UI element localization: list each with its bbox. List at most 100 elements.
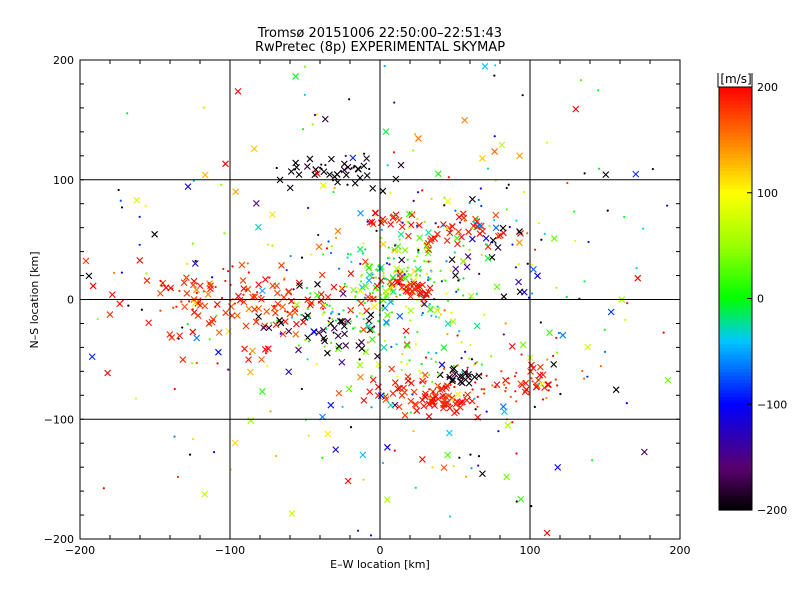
scatter-point-dot: [315, 363, 318, 366]
scatter-point-dot: [214, 305, 217, 309]
scatter-point-cross: [364, 293, 372, 301]
scatter-point-cross: [319, 302, 327, 309]
scatter-point-cross: [413, 283, 421, 291]
scatter-point-dot: [418, 274, 422, 277]
colorbar-band: [719, 467, 752, 472]
scatter-point-dot: [406, 363, 409, 366]
scatter-point-dot: [173, 435, 176, 438]
scatter-point-cross: [360, 326, 367, 334]
scatter-point-dot: [359, 330, 362, 333]
scatter-point-cross: [379, 215, 387, 223]
scatter-point-dot: [324, 163, 327, 167]
scatter-point-dot: [474, 381, 477, 384]
scatter-point-cross: [455, 228, 462, 236]
scatter-point-cross: [357, 209, 364, 217]
scatter-point-dot: [321, 456, 324, 459]
colorbar-band: [719, 171, 752, 176]
scatter-point-dot: [181, 326, 184, 329]
scatter-point-dot: [222, 267, 225, 271]
colorbar-band: [719, 326, 752, 331]
scatter-point-cross: [369, 376, 377, 384]
scatter-point-cross: [388, 365, 396, 373]
scatter-point-cross: [370, 303, 378, 311]
scatter-point-dot: [470, 226, 473, 230]
scatter-point-dot: [220, 183, 223, 186]
colorbar-band: [719, 502, 752, 508]
scatter-point-dot: [474, 408, 477, 411]
scatter-point-cross: [292, 73, 299, 80]
colorbar-band: [719, 266, 752, 271]
scatter-point-dot: [317, 233, 320, 237]
scatter-point-dot: [417, 249, 420, 252]
scatter-point-dot: [371, 273, 374, 276]
scatter-point-cross: [368, 336, 376, 343]
scatter-point-dot: [117, 188, 120, 192]
scatter-point-cross: [373, 282, 381, 290]
scatter-point-dot: [406, 258, 409, 261]
scatter-point-cross: [274, 289, 281, 297]
scatter-point-cross: [287, 168, 295, 175]
scatter-point-cross: [495, 232, 502, 240]
colorbar-band: [719, 309, 752, 314]
colorbar-band: [719, 122, 752, 127]
scatter-point-dot: [264, 352, 268, 355]
scatter-point-cross: [545, 381, 553, 389]
scatter-point-dot: [458, 329, 461, 333]
scatter-point-cross: [456, 403, 464, 411]
scatter-point-dot: [285, 268, 288, 272]
scatter-point-cross: [482, 234, 490, 242]
scatter-point-cross: [413, 407, 421, 415]
scatter-point-dot: [363, 296, 367, 299]
scatter-point-cross: [235, 292, 242, 300]
scatter-point-dot: [377, 320, 380, 323]
scatter-point-dot: [413, 259, 416, 262]
scatter-point-dot: [349, 253, 352, 256]
scatter-point-dot: [486, 167, 490, 170]
scatter-point-dot: [421, 311, 424, 315]
scatter-point-dot: [350, 320, 353, 323]
scatter-point-cross: [285, 368, 293, 376]
scatter-point-cross: [427, 237, 434, 245]
scatter-point-cross: [404, 232, 412, 240]
colorbar-band: [719, 443, 752, 448]
scatter-point-dot: [331, 307, 334, 310]
scatter-point-cross: [428, 235, 435, 243]
scatter-point-cross: [362, 282, 369, 290]
scatter-point-cross: [402, 327, 410, 335]
scatter-point-dot: [408, 226, 411, 229]
scatter-point-cross: [292, 159, 300, 167]
scatter-point-dot: [245, 288, 248, 292]
scatter-point-cross: [465, 370, 473, 378]
x-tick-label: 0: [377, 544, 384, 557]
scatter-point-cross: [296, 282, 303, 290]
colorbar-band: [719, 354, 752, 360]
scatter-point-dot: [591, 459, 594, 462]
scatter-point-dot: [416, 191, 420, 194]
scatter-point-dot: [546, 358, 549, 361]
scatter-point-dot: [300, 256, 304, 259]
scatter-point-cross: [324, 349, 331, 357]
scatter-point-dot: [458, 456, 461, 459]
scatter-point-dot: [303, 93, 306, 96]
scatter-point-dot: [433, 281, 436, 284]
scatter-point-dot: [370, 374, 373, 378]
scatter-point-cross: [397, 230, 405, 238]
scatter-point-dot: [428, 388, 431, 391]
scatter-point-dot: [413, 132, 417, 136]
scatter-point-cross: [463, 396, 471, 404]
scatter-point-cross: [471, 215, 479, 223]
scatter-point-cross: [342, 342, 350, 349]
scatter-point-cross: [384, 311, 391, 319]
scatter-point-dot: [493, 74, 496, 77]
scatter-point-dot: [423, 260, 426, 263]
scatter-point-cross: [407, 397, 415, 405]
scatter-point-cross: [481, 62, 489, 70]
scatter-point-dot: [120, 271, 124, 274]
scatter-point-dot: [138, 215, 141, 218]
scatter-point-cross: [394, 385, 402, 393]
scatter-point-dot: [328, 317, 331, 320]
scatter-point-dot: [317, 300, 321, 304]
scatter-point-dot: [537, 221, 541, 225]
scatter-point-dot: [581, 369, 584, 373]
scatter-point-dot: [416, 217, 419, 221]
